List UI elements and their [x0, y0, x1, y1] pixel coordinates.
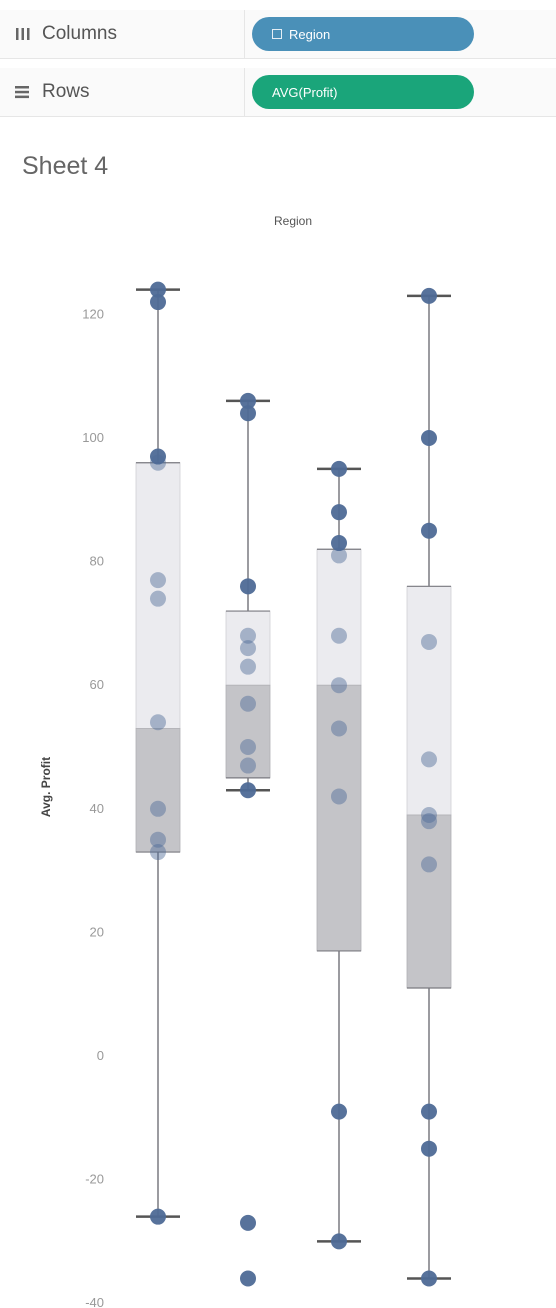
data-point	[150, 572, 166, 589]
y-axis: 120 100 80 60 40 20 0 -20 -40	[82, 306, 104, 1308]
data-point	[150, 281, 166, 298]
upper-box	[225, 610, 271, 686]
lower-box	[316, 684, 362, 952]
data-point	[150, 831, 166, 848]
data-point	[421, 806, 437, 823]
data-point	[331, 535, 347, 552]
data-point	[240, 1214, 256, 1231]
y-tick-label: -40	[85, 1295, 104, 1308]
chart-title: Region	[274, 214, 312, 228]
data-point	[150, 448, 166, 465]
data-point	[331, 788, 347, 805]
dimension-icon	[272, 29, 282, 39]
y-tick-label: 80	[90, 554, 104, 569]
data-point	[240, 405, 256, 422]
region-pill-label: Region	[289, 26, 331, 42]
box-2	[225, 392, 271, 1287]
data-point	[421, 813, 437, 830]
columns-shelf-label: Columns	[14, 10, 245, 58]
y-tick-label: 60	[90, 677, 104, 692]
data-point	[240, 695, 256, 712]
y-tick-label: 120	[82, 306, 104, 321]
rows-label-text: Rows	[42, 81, 90, 102]
data-point	[240, 578, 256, 595]
box-3	[316, 460, 362, 1250]
y-tick-label: 100	[82, 430, 104, 445]
data-point	[421, 856, 437, 873]
rows-shelf-label: Rows	[14, 68, 245, 116]
data-point	[150, 714, 166, 731]
sheet-title: Sheet 4	[22, 152, 109, 180]
avg-profit-pill[interactable]: AVG(Profit)	[252, 75, 474, 109]
data-point	[331, 720, 347, 737]
avg-profit-pill-label: AVG(Profit)	[272, 84, 338, 100]
data-point	[331, 1233, 347, 1250]
data-point	[421, 1103, 437, 1120]
plot-area	[135, 281, 452, 1287]
data-point	[150, 454, 166, 471]
data-point	[421, 287, 437, 304]
box-4	[406, 287, 452, 1287]
data-point	[150, 800, 166, 817]
data-point	[421, 430, 437, 446]
rows-icon	[15, 86, 29, 99]
data-point	[150, 1208, 166, 1225]
data-point	[150, 294, 166, 311]
data-point	[331, 627, 347, 644]
data-point	[150, 590, 166, 607]
columns-label-text: Columns	[42, 23, 117, 44]
data-point	[331, 1103, 347, 1120]
lower-box	[225, 684, 271, 779]
data-point	[240, 757, 256, 774]
data-point	[421, 522, 437, 539]
upper-box	[406, 585, 452, 816]
lower-box	[135, 728, 181, 853]
data-point	[240, 739, 256, 755]
data-point	[240, 640, 256, 657]
y-tick-label: 0	[97, 1048, 104, 1063]
data-point	[240, 627, 256, 644]
upper-box	[135, 462, 181, 729]
data-point	[240, 392, 256, 409]
data-point	[331, 460, 347, 477]
data-point	[421, 751, 437, 768]
y-tick-label: -20	[85, 1172, 104, 1187]
box-1	[135, 281, 181, 1225]
data-point	[421, 1140, 437, 1157]
data-point	[421, 633, 437, 650]
y-tick-label: 40	[90, 801, 104, 816]
data-point	[240, 1270, 256, 1287]
columns-shelf: Columns Region	[0, 10, 556, 59]
y-tick-label: 20	[90, 924, 104, 939]
data-point	[240, 782, 256, 799]
data-point	[421, 1270, 437, 1287]
data-point	[331, 677, 347, 694]
data-point	[331, 504, 347, 521]
lower-box	[406, 814, 452, 989]
data-point	[240, 658, 256, 675]
rows-shelf: Rows AVG(Profit)	[0, 68, 556, 117]
region-pill[interactable]: Region	[252, 17, 474, 51]
data-point	[331, 547, 347, 564]
upper-box	[316, 548, 362, 686]
y-axis-label: Avg. Profit	[39, 757, 53, 817]
data-point	[150, 844, 166, 861]
columns-icon	[16, 28, 30, 40]
